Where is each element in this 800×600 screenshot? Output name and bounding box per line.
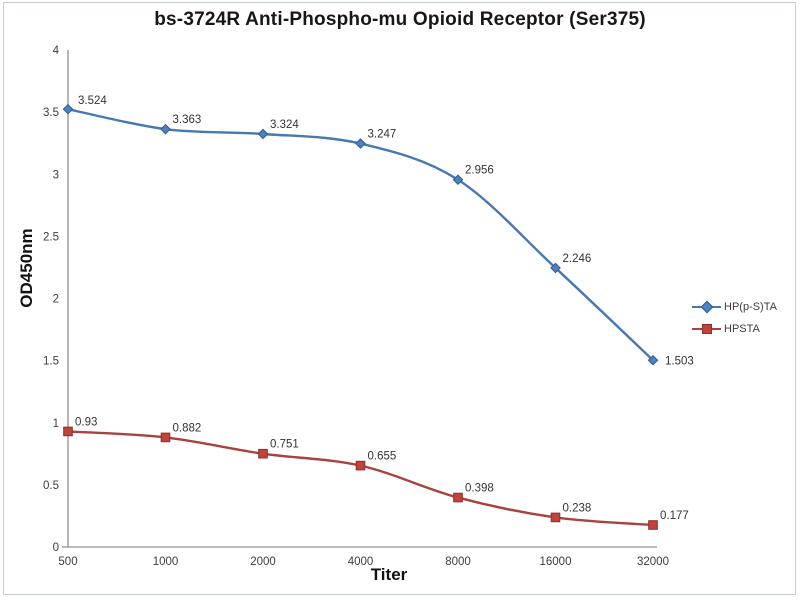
square-marker-icon (550, 512, 561, 523)
data-label: 3.524 (78, 95, 107, 107)
chart-title: bs-3724R Anti-Phospho-mu Opioid Receptor… (154, 9, 646, 30)
y-tick-label: 2 (53, 294, 59, 306)
data-label: 0.93 (75, 416, 97, 428)
data-label: 3.247 (368, 129, 397, 141)
data-label: 0.882 (173, 422, 202, 434)
data-label: 0.398 (465, 483, 494, 495)
data-label: 1.503 (665, 355, 694, 367)
legend-key-line-square-icon (692, 324, 721, 334)
data-label: 3.324 (270, 119, 299, 131)
diamond-marker-icon (550, 262, 561, 274)
data-label: 0.177 (660, 510, 689, 522)
y-tick-label: 4 (53, 45, 60, 57)
square-marker-icon (160, 432, 171, 443)
data-label: 0.751 (270, 439, 299, 451)
diamond-marker-icon (160, 123, 171, 135)
legend-label: HP(p-S)TA (724, 301, 777, 313)
x-tick-label: 16000 (540, 556, 572, 568)
legend-key-line-diamond-icon (692, 300, 721, 314)
x-tick-label: 8000 (445, 556, 471, 568)
y-tick-label: 1.5 (43, 356, 59, 368)
y-tick-label: 3 (53, 169, 59, 181)
square-marker-icon (258, 448, 268, 459)
x-tick-label: 32000 (637, 556, 669, 568)
data-label: 2.246 (563, 253, 592, 265)
x-tick-label: 2000 (250, 556, 276, 568)
legend-label: HPSTA (724, 323, 760, 335)
diamond-marker-icon (257, 128, 269, 140)
x-tick-label: 1000 (153, 556, 179, 568)
square-marker-icon (648, 520, 658, 530)
legend-item-hpsta: HPSTA (692, 323, 777, 335)
y-tick-label: 2.5 (43, 231, 59, 243)
data-label: 3.363 (173, 114, 202, 126)
y-tick-label: 0 (53, 542, 59, 554)
y-tick-label: 0.5 (43, 480, 59, 492)
diamond-marker-icon (452, 174, 464, 186)
x-axis-title: Titer (370, 565, 408, 584)
x-tick-label: 500 (58, 556, 77, 568)
square-marker-icon (453, 492, 463, 503)
data-label: 0.655 (368, 451, 397, 463)
diamond-marker-icon (355, 138, 366, 149)
legend: HP(p-S)TA HPSTA (692, 300, 777, 345)
diamond-marker-icon (62, 103, 74, 115)
diamond-marker-icon (647, 354, 659, 366)
y-tick-label: 1 (53, 418, 59, 430)
square-marker-icon (63, 426, 73, 437)
data-label: 0.238 (563, 502, 592, 514)
y-tick-label: 3.5 (43, 107, 59, 119)
x-tick-label: 4000 (348, 556, 374, 568)
axes (62, 50, 657, 548)
y-axis-title: OD450nm (17, 228, 36, 308)
square-marker-icon (355, 460, 366, 471)
data-label: 2.956 (465, 165, 494, 177)
legend-item-hp-p-s-ta: HP(p-S)TA (692, 300, 777, 314)
